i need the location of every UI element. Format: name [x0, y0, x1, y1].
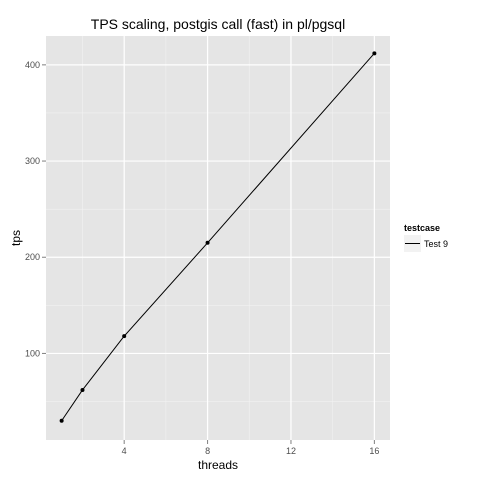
y-tick-label: 100 [25, 348, 40, 358]
data-point [372, 51, 377, 56]
y-axis-title: tps [9, 230, 23, 246]
y-tick-label: 300 [25, 156, 40, 166]
x-tick-label: 16 [369, 446, 379, 456]
legend-label-test-9: Test 9 [424, 239, 448, 249]
series-group [59, 51, 377, 423]
legend-title: testcase [404, 223, 440, 233]
data-point [80, 387, 85, 392]
chart-title: TPS scaling, postgis call (fast) in pl/p… [91, 16, 345, 32]
y-tick-label: 200 [25, 252, 40, 262]
x-axis: 4 8 12 16 [122, 440, 379, 456]
x-tick-label: 4 [122, 446, 127, 456]
x-tick-label: 8 [205, 446, 210, 456]
x-axis-title: threads [198, 458, 238, 472]
x-tick-label: 12 [286, 446, 296, 456]
legend: testcase Test 9 [404, 223, 448, 252]
data-point [122, 334, 127, 339]
grid-lines [46, 36, 390, 440]
data-point [59, 418, 64, 423]
y-tick-label: 400 [25, 60, 40, 70]
y-axis: 100 200 300 400 [25, 60, 46, 358]
data-point [205, 240, 210, 245]
plot-panel [46, 36, 390, 440]
